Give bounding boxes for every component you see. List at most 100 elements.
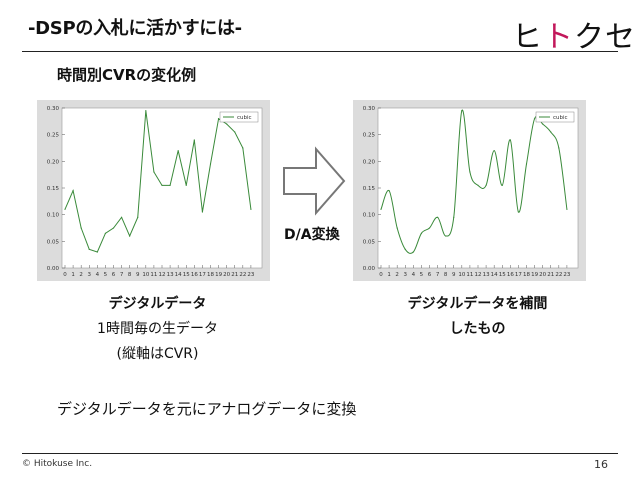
x-tick-label: 19 xyxy=(215,272,222,278)
x-tick-label: 8 xyxy=(128,272,132,278)
y-tick-label: 0.25 xyxy=(47,133,60,139)
x-tick-label: 6 xyxy=(428,272,432,278)
data-point xyxy=(185,184,187,186)
data-point xyxy=(485,184,487,186)
x-tick-label: 0 xyxy=(63,272,67,278)
x-tick-label: 11 xyxy=(150,272,157,278)
data-point xyxy=(380,208,382,210)
x-tick-label: 13 xyxy=(167,272,174,278)
conversion-note: デジタルデータを元にアナログデータに変換 xyxy=(57,400,357,418)
data-point xyxy=(226,123,228,125)
x-tick-label: 3 xyxy=(88,272,92,278)
y-tick-label: 0.20 xyxy=(47,159,60,165)
x-tick-label: 10 xyxy=(458,272,465,278)
y-tick-label: 0.15 xyxy=(363,186,376,192)
y-tick-label: 0.05 xyxy=(363,239,376,245)
da-conversion-label: D/A変換 xyxy=(284,227,340,243)
data-point xyxy=(445,235,447,237)
x-tick-label: 14 xyxy=(175,272,182,278)
y-tick-label: 0.10 xyxy=(363,213,376,219)
x-tick-label: 4 xyxy=(412,272,416,278)
legend-box xyxy=(535,111,575,123)
data-point xyxy=(412,251,414,253)
data-point xyxy=(525,163,528,165)
y-tick-label: 0.00 xyxy=(47,266,60,272)
data-point xyxy=(169,184,171,186)
x-tick-label: 23 xyxy=(563,272,570,278)
x-tick-label: 14 xyxy=(491,272,498,278)
data-point xyxy=(201,211,204,213)
data-point xyxy=(193,139,195,141)
data-point xyxy=(404,248,406,250)
x-tick-label: 21 xyxy=(231,272,238,278)
x-tick-label: 12 xyxy=(475,272,482,278)
plot-area xyxy=(61,107,263,269)
x-tick-label: 7 xyxy=(120,272,124,278)
data-point xyxy=(242,147,244,149)
x-tick-label: 23 xyxy=(247,272,254,278)
x-tick-label: 5 xyxy=(420,272,424,278)
x-tick-label: 2 xyxy=(79,272,83,278)
data-point xyxy=(250,208,252,210)
x-tick-label: 7 xyxy=(436,272,440,278)
data-point xyxy=(161,184,163,186)
x-tick-label: 4 xyxy=(96,272,100,278)
caption-left-line-3: (縦軸はCVR) xyxy=(116,346,199,362)
x-tick-label: 17 xyxy=(199,272,206,278)
x-tick-label: 1 xyxy=(71,272,75,278)
right-arrow-icon xyxy=(283,146,346,216)
data-point xyxy=(388,190,390,192)
y-tick-label: 0.30 xyxy=(363,106,376,112)
data-point xyxy=(209,163,212,165)
page-number: 16 xyxy=(594,458,608,471)
chart-interpolated-data: 0.000.050.100.150.200.250.300 1 2 3 4 5 6 7 8 9 10… xyxy=(353,100,586,281)
x-tick-label: 18 xyxy=(523,272,530,278)
legend-box xyxy=(219,111,259,123)
slide-title: -DSPの入札に活かすには- xyxy=(28,18,242,39)
data-point xyxy=(120,216,123,218)
x-tick-label: 2 xyxy=(395,272,399,278)
data-point xyxy=(461,110,463,112)
data-point xyxy=(501,184,503,186)
data-point xyxy=(477,184,479,186)
x-tick-label: 16 xyxy=(507,272,514,278)
x-tick-label: 11 xyxy=(466,272,473,278)
data-point xyxy=(80,227,82,229)
x-tick-label: 19 xyxy=(531,272,538,278)
footer-divider xyxy=(22,453,618,454)
x-tick-label: 16 xyxy=(191,272,198,278)
x-tick-label: 20 xyxy=(539,272,546,278)
data-point xyxy=(453,216,455,218)
x-tick-label: 22 xyxy=(239,272,246,278)
slide-subtitle: 時間別CVRの変化例 xyxy=(57,66,197,84)
data-point xyxy=(542,123,544,125)
data-point xyxy=(64,208,66,210)
logo-char-1: ヒ xyxy=(512,20,543,55)
y-tick-label: 0.15 xyxy=(47,186,60,192)
x-tick-label: 20 xyxy=(223,272,230,278)
data-point xyxy=(558,147,560,149)
data-point xyxy=(396,227,398,229)
chart-raw-data: 0.000.050.100.150.200.250.300 1 2 3 4 5 6 7 8 9 10… xyxy=(37,100,270,281)
logo-char-2: ト xyxy=(543,20,574,55)
data-point xyxy=(129,235,131,237)
data-point xyxy=(566,208,568,210)
x-tick-label: 1 xyxy=(387,272,391,278)
caption-left-line-1: デジタルデータ xyxy=(108,296,207,312)
data-point xyxy=(72,190,74,192)
data-point xyxy=(104,232,107,234)
data-point xyxy=(112,227,115,229)
data-point xyxy=(153,171,155,173)
data-point xyxy=(96,251,98,253)
y-tick-label: 0.25 xyxy=(363,133,376,139)
caption-right-line-2: したもの xyxy=(449,321,506,337)
plot-area xyxy=(377,107,579,269)
data-point xyxy=(493,150,495,152)
caption-interpolated: デジタルデータを補間 したもの xyxy=(370,292,585,342)
header-divider xyxy=(22,51,618,52)
data-point xyxy=(428,227,431,229)
data-point xyxy=(436,216,439,218)
copyright-text: © Hitokuse Inc. xyxy=(22,459,93,469)
data-point xyxy=(177,150,179,152)
x-tick-label: 13 xyxy=(483,272,490,278)
